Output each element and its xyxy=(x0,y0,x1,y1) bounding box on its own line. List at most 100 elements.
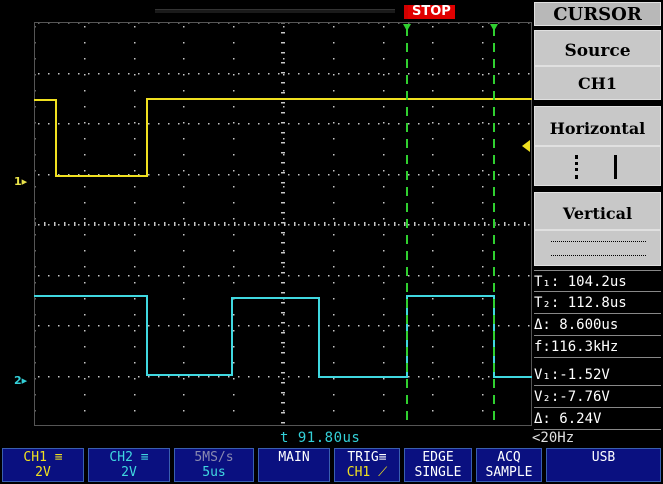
ch1-scale-button[interactable]: CH1 ≡ 2V xyxy=(2,448,84,482)
main-button[interactable]: MAIN xyxy=(258,448,330,482)
grid-dot xyxy=(468,275,470,277)
grid-dot xyxy=(432,218,434,220)
edge-mode: SINGLE xyxy=(414,465,462,480)
grid-dot xyxy=(432,202,434,204)
grid-dot xyxy=(84,106,86,108)
grid-dot xyxy=(84,170,86,172)
usb-button[interactable]: USB xyxy=(546,448,661,482)
horizontal-cursor-icon[interactable] xyxy=(534,146,661,186)
acquire-button[interactable]: ACQ SAMPLE xyxy=(476,448,542,482)
grid-dot xyxy=(318,123,320,125)
sample-rate: 5MS/s xyxy=(194,450,234,465)
grid-dot xyxy=(438,123,440,125)
grid-dot xyxy=(418,174,420,176)
trigger-button[interactable]: TRIG≡ CH1 ⟋ xyxy=(334,448,400,482)
center-tick xyxy=(281,162,285,164)
grid-dot xyxy=(383,282,385,284)
grid-dot xyxy=(438,275,440,277)
source-value[interactable]: CH1 xyxy=(534,66,661,100)
center-tick xyxy=(64,222,66,226)
grid-dot xyxy=(158,224,160,226)
grid-dot xyxy=(333,330,335,332)
horizontal-menu-button[interactable]: Horizontal xyxy=(534,106,661,146)
grid-dot xyxy=(148,73,150,75)
grid-dot xyxy=(128,123,130,125)
grid-dot xyxy=(333,250,335,252)
center-tick xyxy=(281,332,285,334)
grid-dot xyxy=(58,123,60,125)
grid-dot xyxy=(258,325,260,327)
grid-dot xyxy=(383,202,385,204)
grid-dot xyxy=(482,122,484,124)
vertical-menu-button[interactable]: Vertical xyxy=(534,192,661,230)
grid-dot xyxy=(48,224,50,226)
grid-dot xyxy=(398,325,400,327)
grid-dot xyxy=(432,234,434,236)
grid-dot xyxy=(98,123,100,125)
grid-dot xyxy=(432,170,434,172)
grid-dot xyxy=(338,123,340,125)
grid-dot xyxy=(138,174,140,176)
center-tick xyxy=(264,222,266,226)
grid-dot xyxy=(233,378,235,380)
acq-label: ACQ xyxy=(497,450,521,465)
grid-dot xyxy=(388,224,390,226)
ch2-ground-marker[interactable]: 2▸ xyxy=(14,374,28,387)
grid-dot xyxy=(283,106,285,108)
grid-dot xyxy=(118,174,120,176)
grid-dot xyxy=(178,174,180,176)
grid-dot xyxy=(134,362,136,364)
grid-dot xyxy=(78,376,80,378)
ch2-scale-button[interactable]: CH2 ≡ 2V xyxy=(88,448,170,482)
grid-dot xyxy=(84,250,86,252)
grid-dot xyxy=(98,275,100,277)
center-tick xyxy=(281,292,285,294)
grid-dot xyxy=(183,58,185,60)
center-tick xyxy=(374,222,376,226)
grid-dot xyxy=(428,376,430,378)
grid-dot xyxy=(138,325,140,327)
grid-dot xyxy=(233,362,235,364)
grid-dot xyxy=(318,224,320,226)
ch2-label: CH2 ≡ xyxy=(109,450,149,465)
grid-dot xyxy=(233,234,235,236)
source-menu-button[interactable]: Source xyxy=(534,30,661,66)
grid-dot xyxy=(283,378,285,380)
center-tick xyxy=(314,222,316,226)
center-tick xyxy=(281,372,285,374)
grid-dot xyxy=(288,325,290,327)
grid-dot xyxy=(48,73,50,75)
grid-dot xyxy=(482,346,484,348)
grid-dot xyxy=(432,282,434,284)
grid-dot xyxy=(68,123,70,125)
grid-dot xyxy=(388,123,390,125)
grid-dot xyxy=(383,26,385,28)
grid-dot xyxy=(288,123,290,125)
grid-dot xyxy=(118,376,120,378)
ch1-ground-marker[interactable]: 1▸ xyxy=(14,175,28,188)
grid-dot xyxy=(258,376,260,378)
grid-dot xyxy=(283,410,285,412)
grid-dot xyxy=(518,275,520,277)
timebase-button[interactable]: 5MS/s 5us xyxy=(174,448,254,482)
grid-dot xyxy=(188,224,190,226)
vertical-cursor-icon[interactable] xyxy=(534,230,661,266)
edge-button[interactable]: EDGE SINGLE xyxy=(404,448,472,482)
grid-dot xyxy=(248,224,250,226)
grid-dot xyxy=(283,26,285,28)
grid-dot xyxy=(482,378,484,380)
grid-dot xyxy=(128,73,130,75)
grid-dot xyxy=(78,123,80,125)
run-state-badge[interactable]: STOP xyxy=(408,5,455,19)
grid-dot xyxy=(288,275,290,277)
grid-dot xyxy=(108,73,110,75)
grid-dot xyxy=(488,325,490,327)
grid-dot xyxy=(218,275,220,277)
grid-dot xyxy=(468,224,470,226)
grid-dot xyxy=(158,325,160,327)
grid-dot xyxy=(432,250,434,252)
grid-dot xyxy=(228,376,230,378)
grid-dot xyxy=(418,275,420,277)
grid-dot xyxy=(383,346,385,348)
